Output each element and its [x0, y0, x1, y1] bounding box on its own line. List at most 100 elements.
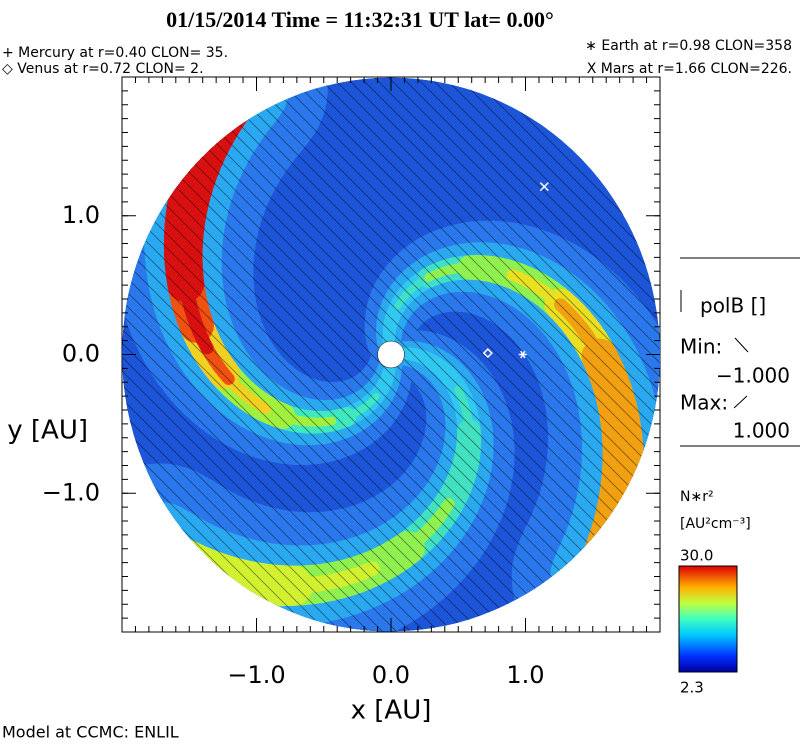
legend-entry: ◇ Venus at r=0.72 CLON= 2. [2, 61, 204, 77]
spiral-band [133, 77, 306, 210]
spiral-band [604, 512, 626, 543]
hatch-line [122, 77, 482, 632]
spiral-band [122, 502, 219, 602]
hatch-line [766, 77, 800, 632]
spiral-band [149, 77, 328, 184]
spiral-band [225, 78, 252, 109]
hatch-line [289, 77, 660, 632]
spiral-band [129, 77, 299, 219]
x-tick-label: 1.0 [506, 661, 544, 689]
hatch-line [415, 77, 660, 632]
hatch-symbol [734, 337, 749, 353]
spiral-band [157, 536, 215, 588]
overlay-max-label: Max: [680, 391, 728, 415]
spiral-band [535, 429, 660, 604]
y-axis-label: y [AU] [7, 416, 88, 446]
x-axis-label: x [AU] [351, 696, 432, 726]
spiral-band [143, 77, 320, 193]
spiral-band [191, 559, 222, 582]
spiral-band [587, 509, 636, 567]
spiral-band [122, 470, 267, 632]
spiral-band [170, 550, 201, 575]
spiral-band [600, 522, 623, 554]
hatch-line [752, 77, 800, 632]
spiral-band [187, 77, 290, 146]
spiral-band [211, 77, 266, 122]
hatch-line [122, 77, 370, 632]
hatch-line [387, 77, 660, 632]
legend-entry: X Mars at r=1.66 CLON=226. [587, 61, 792, 77]
colorbar-label: N∗r² [680, 489, 714, 505]
spiral-band [564, 486, 659, 590]
spiral-band [212, 97, 239, 127]
hatch-line [429, 77, 660, 632]
spiral-band [178, 546, 235, 596]
hatch-line [122, 77, 286, 632]
colorbar-min: 2.3 [680, 679, 704, 697]
spiral-band [138, 77, 313, 202]
legend-entry: ∗ Earth at r=0.98 CLON=358 [585, 38, 792, 54]
spiral-band [199, 83, 252, 141]
spiral-band [129, 491, 304, 632]
hatch-line [122, 77, 398, 632]
y-tick-label: −1.0 [42, 478, 100, 506]
planet-marker [482, 348, 493, 359]
hatch-line [122, 77, 552, 632]
spiral-band [527, 449, 660, 627]
spiral-band [202, 116, 226, 147]
spiral-band [122, 481, 285, 632]
hatch-line [122, 77, 538, 632]
colorbar [678, 565, 738, 673]
hatch-line [122, 77, 454, 632]
y-tick-label: 1.0 [62, 201, 100, 229]
hatch-symbol [733, 395, 748, 409]
spiral-band [555, 507, 653, 612]
hatch-line [122, 77, 314, 632]
hatch-line [457, 77, 660, 632]
spiral-band [166, 528, 267, 621]
spiral-band [571, 466, 660, 567]
hatch-line [331, 77, 660, 632]
spiral-band [150, 539, 181, 565]
hatch-line [205, 77, 660, 632]
x-tick-label: −1.0 [227, 661, 285, 689]
hatch-line [317, 77, 660, 632]
hatch-line [122, 77, 300, 632]
y-tick-label: 0.0 [62, 340, 100, 368]
hatch-line [122, 77, 524, 632]
spiral-band [517, 469, 660, 632]
marker-shape [520, 350, 526, 359]
spiral-band [181, 77, 282, 155]
spiral-band [122, 463, 257, 632]
hatch-line [122, 77, 566, 632]
spiral-band [573, 540, 626, 600]
sun [377, 340, 405, 369]
marker-shape [539, 182, 549, 192]
hatch-line [219, 77, 660, 632]
hatch-line [122, 77, 328, 632]
spiral-band [587, 554, 612, 586]
hatch-line [724, 77, 800, 632]
spiral-band [550, 517, 649, 624]
overlay-max: 1.000 [733, 419, 790, 443]
spiral-band [560, 497, 656, 601]
spiral-band [188, 550, 245, 599]
hatch-line [794, 77, 800, 632]
spiral-band [162, 91, 256, 192]
spiral-band [201, 563, 232, 585]
hatch-line [359, 77, 660, 632]
spiral-band [160, 545, 191, 570]
marker-shape [482, 348, 493, 359]
colorbar-units: [AU²cm⁻³] [680, 516, 751, 532]
hatch-line [122, 77, 468, 632]
hatch-line [122, 77, 384, 632]
overlay-min: −1.000 [716, 364, 790, 388]
spiral-band [181, 555, 212, 579]
footer: Model at CCMC: ENLIL [2, 723, 179, 742]
spiral-band [134, 514, 238, 611]
spiral-band [578, 530, 630, 589]
spiral-band [596, 533, 620, 565]
spiral-band [155, 524, 257, 618]
hatch-line [122, 77, 510, 632]
spiral-band [568, 476, 660, 579]
